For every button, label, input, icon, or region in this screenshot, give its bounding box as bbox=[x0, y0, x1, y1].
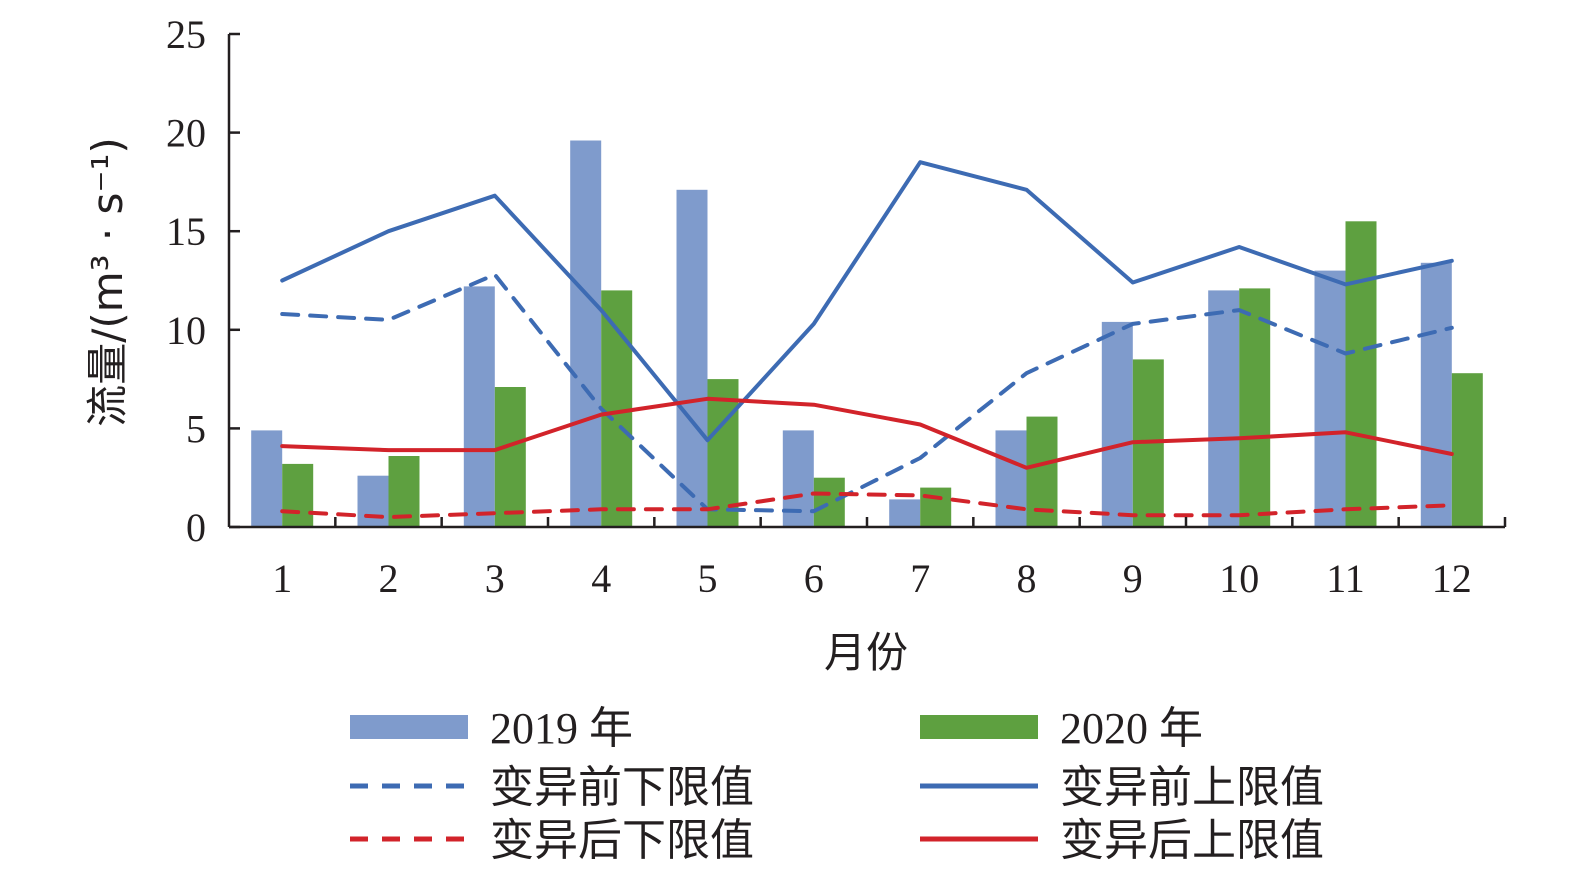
legend-item: 变异前上限值 bbox=[920, 763, 1324, 812]
bars-layer bbox=[251, 140, 1483, 528]
legend-label: 变异前上限值 bbox=[1060, 763, 1324, 812]
bar-series1-5 bbox=[676, 189, 708, 528]
y-tick-labels: 0 5 10 15 20 25 bbox=[166, 12, 206, 550]
x-tick-label: 6 bbox=[804, 556, 824, 601]
x-tick-label: 10 bbox=[1219, 556, 1259, 601]
line-series-3 bbox=[280, 491, 1454, 520]
line-series-1 bbox=[280, 272, 1454, 514]
bar-series1-10 bbox=[1208, 290, 1240, 527]
bar-series1-8 bbox=[995, 430, 1027, 527]
bar-series1-9 bbox=[1101, 321, 1133, 527]
legend-label: 变异后下限值 bbox=[490, 816, 754, 865]
x-tick-label: 2 bbox=[379, 556, 399, 601]
line-series-2 bbox=[280, 160, 1454, 443]
bar-series1-4 bbox=[570, 140, 602, 527]
x-axis-label: 月份 bbox=[824, 628, 908, 677]
y-axis-label: 流量/(m³ · s⁻¹) bbox=[83, 137, 132, 427]
bar-series2-1 bbox=[282, 463, 314, 527]
bar-series1-11 bbox=[1314, 270, 1346, 527]
x-tick-label: 4 bbox=[591, 556, 611, 601]
bar-series2-6 bbox=[813, 477, 845, 527]
legend-label: 变异后上限值 bbox=[1060, 816, 1324, 865]
legend-item: 变异后上限值 bbox=[920, 816, 1324, 865]
x-tick-labels: 1 2 3 4 5 6 7 8 9 10 11 12 bbox=[272, 556, 1472, 601]
y-tick-label: 5 bbox=[186, 406, 206, 451]
y-tick-label: 20 bbox=[166, 111, 206, 156]
x-tick-label: 9 bbox=[1123, 556, 1143, 601]
x-tick-label: 7 bbox=[910, 556, 930, 601]
legend-item: 变异前下限值 bbox=[350, 763, 754, 812]
lines-layer bbox=[280, 160, 1454, 520]
bar-series2-11 bbox=[1345, 221, 1377, 528]
line-series-4 bbox=[280, 396, 1454, 470]
x-tick-label: 1 bbox=[272, 556, 292, 601]
x-tick-label: 5 bbox=[698, 556, 718, 601]
y-tick-label: 25 bbox=[166, 12, 206, 57]
legend-label: 2020 年 bbox=[1060, 704, 1203, 753]
y-tick-label: 10 bbox=[166, 308, 206, 353]
x-tick-label: 8 bbox=[1017, 556, 1037, 601]
legend-label: 2019 年 bbox=[490, 704, 633, 753]
legend-item: 2019 年 bbox=[350, 704, 633, 753]
bar-series1-12 bbox=[1420, 262, 1452, 527]
bar-series1-3 bbox=[463, 286, 495, 527]
legend-item: 变异后下限值 bbox=[350, 816, 754, 865]
bar-series2-5 bbox=[707, 379, 739, 527]
bar-series1-2 bbox=[357, 475, 389, 527]
legend-swatch bbox=[350, 715, 468, 739]
legend-label: 变异前下限值 bbox=[490, 763, 754, 812]
y-tick-label: 0 bbox=[186, 505, 206, 550]
x-tick-label: 3 bbox=[485, 556, 505, 601]
x-tick-label: 12 bbox=[1432, 556, 1472, 601]
bar-series2-7 bbox=[920, 487, 952, 527]
bar-series2-3 bbox=[494, 387, 526, 527]
legend-swatch bbox=[920, 715, 1038, 739]
y-tick-label: 15 bbox=[166, 209, 206, 254]
axes bbox=[227, 32, 1507, 529]
bar-series2-12 bbox=[1451, 373, 1483, 527]
bar-series2-10 bbox=[1239, 288, 1271, 527]
legend-item: 2020 年 bbox=[920, 704, 1203, 753]
bar-series1-7 bbox=[889, 499, 921, 527]
x-tick-label: 11 bbox=[1326, 556, 1365, 601]
bar-series1-1 bbox=[251, 430, 283, 527]
